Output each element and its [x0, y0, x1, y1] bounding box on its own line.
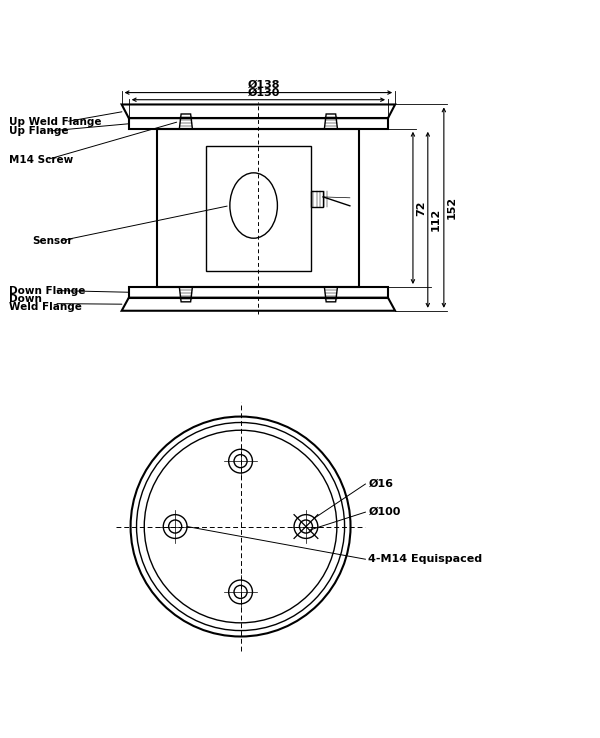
Text: Up Weld Flange: Up Weld Flange: [9, 117, 101, 127]
Text: 72: 72: [416, 200, 426, 215]
Text: Down Flange: Down Flange: [9, 286, 85, 295]
Text: Down: Down: [9, 294, 41, 305]
Text: M14 Screw: M14 Screw: [9, 155, 73, 165]
Text: Sensor: Sensor: [32, 236, 73, 246]
Text: Up Flange: Up Flange: [9, 126, 68, 137]
Text: Ø130: Ø130: [248, 87, 281, 97]
Text: 152: 152: [447, 196, 457, 219]
Text: Weld Flange: Weld Flange: [9, 302, 82, 312]
Text: Ø100: Ø100: [368, 507, 401, 517]
Text: 4-M14 Equispaced: 4-M14 Equispaced: [368, 554, 482, 565]
Text: Ø16: Ø16: [368, 479, 394, 489]
Text: Ø138: Ø138: [248, 80, 281, 89]
Text: 112: 112: [431, 208, 441, 232]
